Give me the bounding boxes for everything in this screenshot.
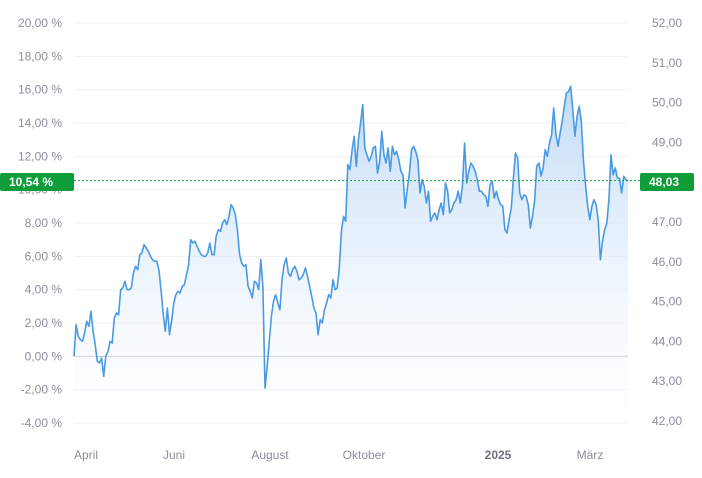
left-tick-label: 8,00 % — [25, 216, 63, 230]
x-tick-label: August — [251, 448, 289, 462]
right-axis-price: 52,0051,0050,0049,0048,0047,0046,0045,00… — [652, 16, 682, 428]
current-price-badge: 48,03 — [640, 173, 694, 191]
current-price-label: 48,03 — [649, 175, 679, 189]
price-line — [73, 85, 629, 389]
series-line — [73, 85, 629, 389]
left-tick-label: 14,00 % — [18, 116, 62, 130]
left-tick-label: 16,00 % — [18, 83, 62, 97]
left-tick-label: -2,00 % — [21, 383, 63, 397]
left-axis-percent: 20,00 %18,00 %16,00 %14,00 %12,00 %10,00… — [18, 16, 62, 430]
left-tick-label: 2,00 % — [25, 316, 63, 330]
left-tick-label: 18,00 % — [18, 49, 62, 63]
current-percent-label: 10,54 % — [9, 175, 53, 189]
x-tick-label: März — [577, 448, 604, 462]
x-tick-label: 2025 — [485, 448, 512, 462]
left-tick-label: -4,00 % — [21, 416, 63, 430]
right-tick-label: 52,00 — [652, 16, 682, 30]
x-tick-label: Juni — [163, 448, 185, 462]
left-tick-label: 12,00 % — [18, 149, 62, 163]
left-tick-label: 20,00 % — [18, 16, 62, 30]
x-tick-label: April — [74, 448, 98, 462]
right-tick-label: 45,00 — [652, 295, 682, 309]
x-tick-label: Oktober — [343, 448, 386, 462]
right-tick-label: 43,00 — [652, 374, 682, 388]
current-percent-badge: 10,54 % — [0, 173, 74, 191]
right-tick-label: 46,00 — [652, 255, 682, 269]
right-tick-label: 51,00 — [652, 56, 682, 70]
left-tick-label: 0,00 % — [25, 349, 63, 363]
left-tick-label: 6,00 % — [25, 249, 63, 263]
right-tick-label: 47,00 — [652, 215, 682, 229]
right-tick-label: 42,00 — [652, 414, 682, 428]
right-tick-label: 50,00 — [652, 96, 682, 110]
left-tick-label: 4,00 % — [25, 283, 63, 297]
series-area — [74, 86, 628, 424]
right-tick-label: 49,00 — [652, 135, 682, 149]
right-tick-label: 44,00 — [652, 334, 682, 348]
x-axis-months: April Juni August Oktober 2025 März — [74, 448, 603, 462]
area-fill — [74, 86, 628, 424]
